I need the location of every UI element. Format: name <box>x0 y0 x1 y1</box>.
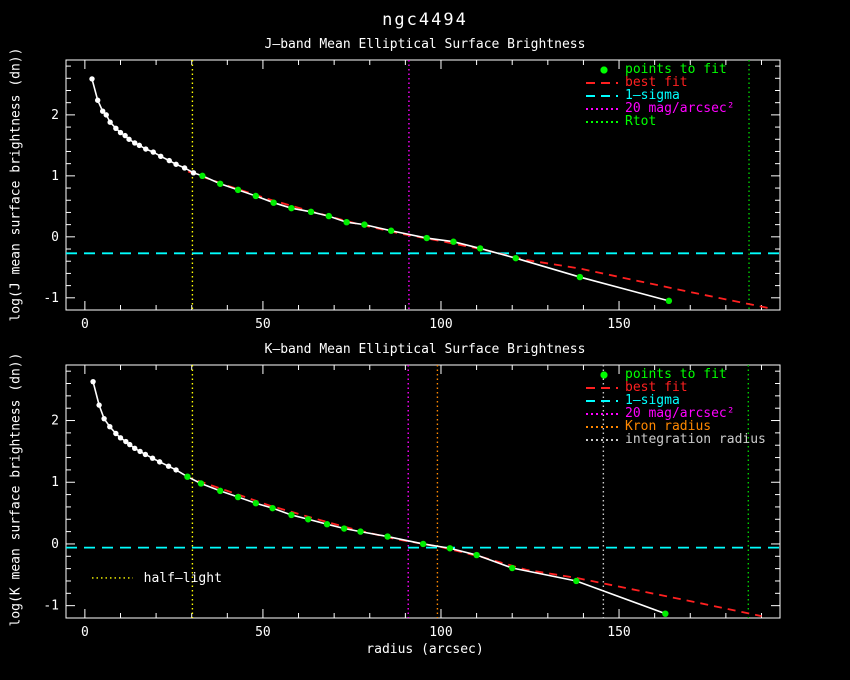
y-tick-label: 1 <box>51 475 59 490</box>
excluded-points <box>89 76 197 176</box>
plot-frame <box>65 59 781 311</box>
legend-marker-dash <box>586 386 618 389</box>
x-axis-label: radius (arcsec) <box>366 642 484 657</box>
y-tick-label: 2 <box>51 108 59 123</box>
x-tick-label: 50 <box>255 625 271 640</box>
x-tick-label: 150 <box>607 317 630 332</box>
excluded-points <box>90 378 179 473</box>
jband-plot: 0 50 100 150 -1 0 1 2 <box>43 59 781 332</box>
best-fit-line <box>187 170 773 310</box>
x-tick-label: 150 <box>607 625 630 640</box>
legend-label: best fit <box>625 75 688 90</box>
legend-label: Rtot <box>625 114 657 129</box>
legend-marker-dot <box>586 370 618 379</box>
points-to-fit <box>199 172 673 305</box>
x-tick-label: 0 <box>81 317 89 332</box>
jband-legend: points to fit best fit 1—sigma 20 mag/arcse… <box>586 63 735 128</box>
x-tick-label: 100 <box>429 317 452 332</box>
legend-item-1-sigma: 1—sigma <box>586 394 766 407</box>
legend-label: points to fit <box>625 367 727 382</box>
y-tick-label: 0 <box>51 230 59 245</box>
legend-item-best-fit: best fit <box>586 76 735 89</box>
legend-marker-dash <box>586 399 618 402</box>
kband-subtitle: K—band Mean Elliptical Surface Brightnes… <box>264 342 586 357</box>
y-tick-label: -1 <box>43 291 59 306</box>
legend-label: 1—sigma <box>625 88 680 103</box>
legend-marker-dot <box>586 65 618 74</box>
legend-marker-dots <box>586 107 618 110</box>
half-light-annotation-label: half—light <box>144 571 222 586</box>
tick-labels: 0 50 100 150 -1 0 1 2 <box>43 108 630 332</box>
page-title: ngc4494 <box>382 10 468 30</box>
legend-item-points-to-fit: points to fit <box>586 368 766 381</box>
legend-label: 20 mag/arcsec² <box>625 406 735 421</box>
legend-marker-dots <box>586 412 618 415</box>
legend-label: 20 mag/arcsec² <box>625 101 735 116</box>
jband-subtitle: J—band Mean Elliptical Surface Brightnes… <box>264 37 586 52</box>
legend-item-points-to-fit: points to fit <box>586 63 735 76</box>
legend-item-integration-radius: integration radius <box>586 433 766 446</box>
legend-marker-dots <box>586 120 618 123</box>
y-tick-label: 0 <box>51 537 59 552</box>
legend-item-20-mag-arcsec: 20 mag/arcsec² <box>586 102 735 115</box>
profile-line <box>91 78 670 302</box>
x-tick-label: 50 <box>255 317 271 332</box>
legend-item-20-mag-arcsec: 20 mag/arcsec² <box>586 407 766 420</box>
legend-label: integration radius <box>625 432 766 447</box>
x-tick-label: 0 <box>81 625 89 640</box>
y-tick-label: -1 <box>43 599 59 614</box>
legend-label: 1—sigma <box>625 393 680 408</box>
tick-labels: 0 50 100 150 -1 0 1 2 <box>43 414 630 640</box>
axis-ticks <box>66 365 780 619</box>
legend-label: Kron radius <box>625 419 712 434</box>
axis-ticks <box>66 60 780 311</box>
best-fit-line <box>184 475 762 618</box>
legend-item-kron-radius: Kron radius <box>586 420 766 433</box>
points-to-fit <box>184 473 669 617</box>
legend-marker-dots <box>586 438 618 441</box>
plot-frame <box>65 364 781 619</box>
legend-marker-dots <box>586 425 618 428</box>
x-tick-label: 100 <box>429 625 452 640</box>
legend-marker-dash <box>586 94 618 97</box>
kband-plot: 0 50 100 150 -1 0 1 2 half—light <box>43 364 781 640</box>
y-tick-label: 2 <box>51 414 59 429</box>
legend-marker-dash <box>586 81 618 84</box>
legend-item-rtot: Rtot <box>586 115 735 128</box>
kband-legend: points to fit best fit 1—sigma 20 mag/arcse… <box>586 368 766 446</box>
legend-item-best-fit: best fit <box>586 381 766 394</box>
legend-item-1-sigma: 1—sigma <box>586 89 735 102</box>
legend-label: best fit <box>625 380 688 395</box>
legend-label: points to fit <box>625 62 727 77</box>
y-tick-label: 1 <box>51 169 59 184</box>
